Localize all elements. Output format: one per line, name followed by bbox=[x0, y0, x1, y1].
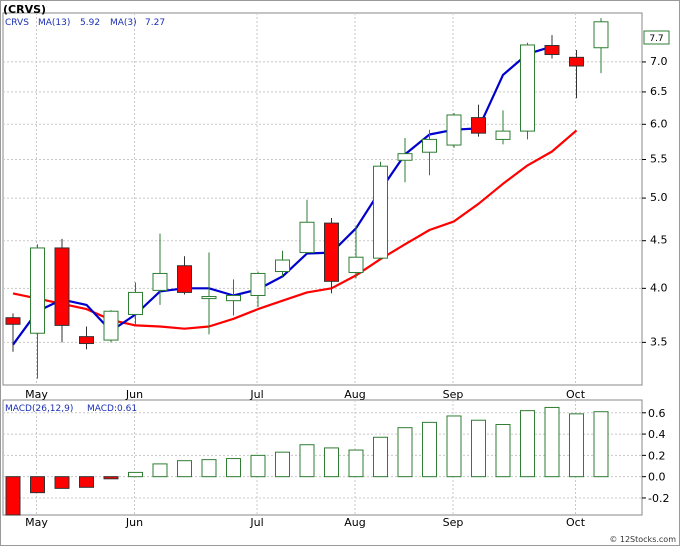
macd-bars bbox=[5, 406, 609, 516]
macd-bar bbox=[275, 451, 290, 478]
candlesticks bbox=[5, 18, 609, 379]
price-y-tick-label: 5.5 bbox=[650, 153, 668, 166]
macd-bar bbox=[5, 476, 21, 516]
ma-3-line bbox=[12, 45, 553, 346]
macd-y-tick-label: 0.2 bbox=[648, 449, 666, 462]
axes: 3.5 4.0 4.5 5.0 5.5 6.0 6.5 7.0 -0.2 0.0 0.2 0.4 0.6… bbox=[25, 55, 669, 529]
candle-body bbox=[226, 294, 241, 302]
candle-body bbox=[299, 221, 315, 254]
legend-ticker: CRVS bbox=[5, 18, 29, 28]
price-x-tick-label: May bbox=[25, 388, 48, 401]
macd-bar bbox=[250, 454, 266, 478]
macd-x-tick-label: Jul bbox=[249, 516, 263, 529]
price-y-tick-label: 4.5 bbox=[650, 234, 668, 247]
legend-ma-fast-value: 5.92 bbox=[80, 18, 100, 28]
macd-bar bbox=[152, 463, 168, 478]
candle-body bbox=[471, 117, 486, 134]
candle-body bbox=[250, 272, 266, 296]
macd-y-tick-label: -0.2 bbox=[648, 492, 669, 505]
candle-body bbox=[348, 256, 364, 273]
gridlines bbox=[3, 13, 642, 515]
price-x-tick-label: Aug bbox=[344, 388, 365, 401]
macd-bar bbox=[544, 406, 560, 478]
price-y-tick-label: 4.0 bbox=[650, 281, 668, 294]
macd-x-tick-label: May bbox=[25, 516, 48, 529]
candle-body bbox=[397, 153, 413, 161]
macd-bar bbox=[324, 447, 339, 478]
legend-ma-slow-label: MA(3) bbox=[110, 18, 137, 28]
price-y-tick-label: 6.5 bbox=[650, 85, 668, 98]
macd-bar bbox=[299, 444, 315, 478]
candle-body bbox=[520, 44, 535, 132]
price-y-tick-label: 5.0 bbox=[650, 191, 668, 204]
macd-bar bbox=[201, 459, 217, 478]
macd-panel-frame bbox=[2, 399, 643, 516]
macd-bar bbox=[54, 476, 70, 489]
macd-bar bbox=[373, 436, 388, 478]
macd-bar bbox=[348, 449, 364, 478]
candle-body bbox=[495, 130, 511, 140]
macd-y-tick-label: 0.6 bbox=[648, 407, 666, 420]
macd-bar bbox=[471, 419, 486, 478]
candle-body bbox=[275, 259, 290, 273]
macd-bar bbox=[79, 476, 94, 488]
watermark: © 12Stocks.com bbox=[609, 535, 676, 544]
candle-body bbox=[177, 265, 192, 293]
price-x-tick-label: Jun bbox=[125, 388, 143, 401]
price-x-tick-label: Jul bbox=[249, 388, 263, 401]
candle-body bbox=[128, 291, 143, 315]
last-price-badge: 7.7 bbox=[643, 30, 670, 45]
candle-body bbox=[446, 114, 462, 146]
last-price-badge-text: 7.7 bbox=[649, 34, 663, 44]
macd-y-tick-label: 0.0 bbox=[648, 471, 666, 484]
candle-body bbox=[152, 272, 168, 291]
macd-legend-value: MACD:0.61 bbox=[87, 404, 137, 414]
macd-bar bbox=[422, 421, 437, 478]
macd-x-tick-label: Aug bbox=[344, 516, 365, 529]
candle-body bbox=[373, 165, 388, 259]
candle-body bbox=[593, 21, 609, 49]
price-y-tick-label: 7.0 bbox=[650, 55, 668, 68]
price-panel-frame bbox=[2, 12, 643, 386]
macd-x-tick-label: Jun bbox=[125, 516, 143, 529]
macd-bar bbox=[226, 458, 241, 478]
candle-body bbox=[54, 247, 70, 326]
candle-body bbox=[103, 310, 119, 341]
macd-bar bbox=[30, 476, 45, 494]
candle-body bbox=[569, 56, 584, 67]
candle-body bbox=[422, 138, 437, 153]
candle-body bbox=[79, 336, 94, 345]
price-x-tick-label: Oct bbox=[566, 388, 586, 401]
macd-x-tick-label: Sep bbox=[443, 516, 464, 529]
candle-body bbox=[30, 247, 45, 334]
legend-ma-slow-value: 7.27 bbox=[145, 18, 165, 28]
macd-bar bbox=[520, 410, 535, 478]
macd-bar bbox=[593, 411, 609, 478]
candle-body bbox=[544, 45, 560, 55]
price-x-tick-label: Sep bbox=[443, 388, 464, 401]
price-y-tick-label: 6.0 bbox=[650, 117, 668, 130]
macd-bar bbox=[397, 427, 413, 478]
candle-body bbox=[5, 317, 21, 325]
macd-bar bbox=[103, 476, 119, 480]
legend-ma-fast-label: MA(13) bbox=[38, 18, 70, 28]
macd-bar bbox=[177, 460, 192, 478]
macd-bar bbox=[569, 413, 584, 478]
chart-title: (CRVS) bbox=[3, 3, 46, 16]
macd-legend-label: MACD(26,12,9) bbox=[5, 404, 73, 414]
macd-bar bbox=[446, 415, 462, 478]
candle-body bbox=[201, 296, 217, 300]
macd-bar bbox=[495, 423, 511, 478]
candle-body bbox=[324, 222, 339, 282]
price-y-tick-label: 3.5 bbox=[650, 335, 668, 348]
macd-y-tick-label: 0.4 bbox=[648, 428, 666, 441]
macd-bar bbox=[128, 471, 143, 478]
macd-x-tick-label: Oct bbox=[566, 516, 586, 529]
